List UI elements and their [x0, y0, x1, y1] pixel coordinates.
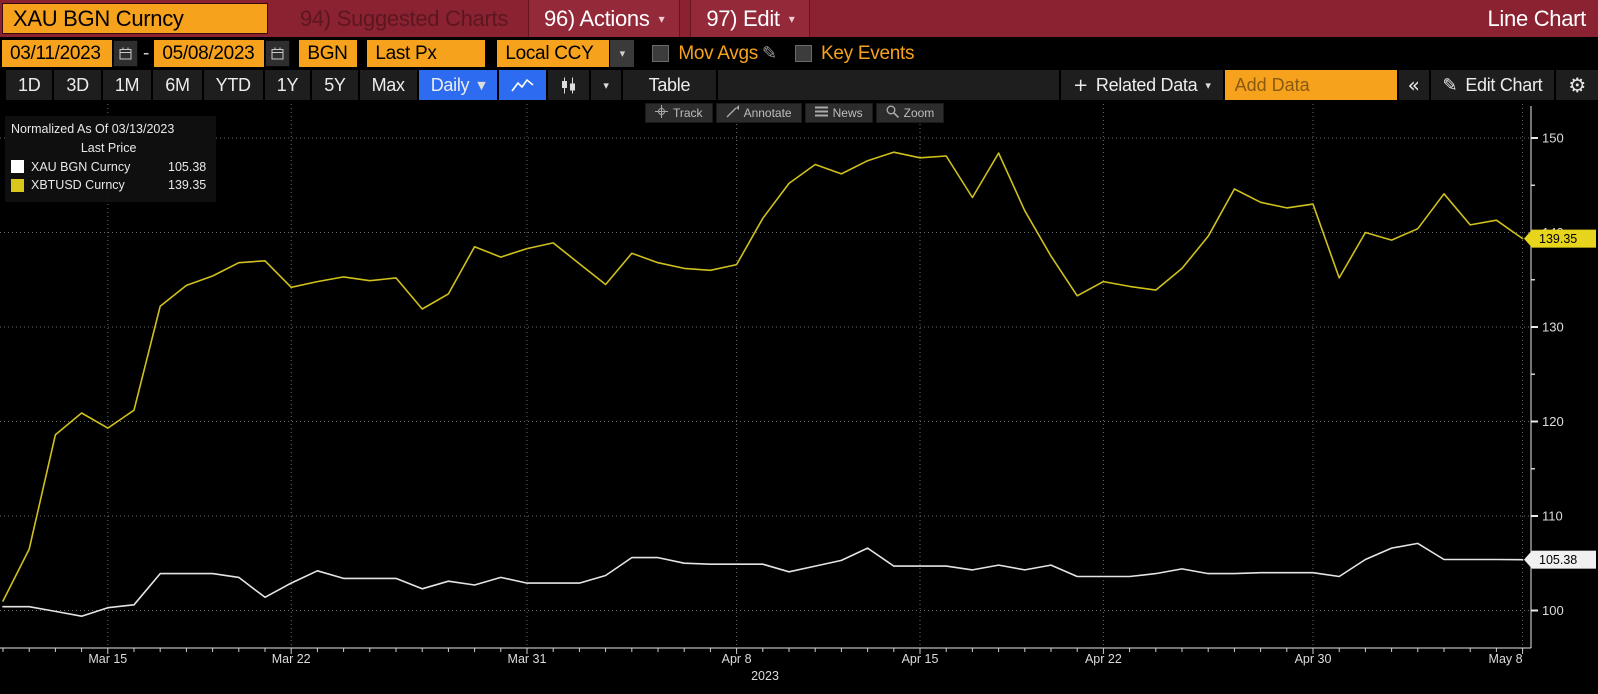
x-axis-tick-label: Apr 30	[1295, 652, 1332, 666]
calendar-icon[interactable]	[113, 40, 138, 67]
series-last-price: 139.35	[168, 178, 207, 193]
annotate-tool-button[interactable]: Annotate	[715, 103, 802, 123]
last-price-badge	[1532, 550, 1596, 569]
period-button-1d[interactable]: 1D	[6, 70, 53, 100]
chevron-down-icon: ▾	[658, 11, 665, 26]
chevron-down-icon: ▼	[477, 78, 486, 92]
edit-chart-label: Edit Chart	[1465, 74, 1543, 95]
table-button[interactable]: Table	[622, 70, 717, 100]
x-axis-tick-label: Mar 22	[272, 652, 311, 666]
price-line-xau	[2, 542, 1524, 618]
pencil-icon[interactable]: ✎	[761, 43, 778, 64]
series-name: XBTUSD Curncy	[31, 178, 125, 193]
news-tool-button[interactable]: News	[804, 103, 873, 123]
chart-tools-bar: Track Annotate News Zoom	[645, 103, 945, 123]
frequency-dropdown[interactable]: Daily ▼	[418, 70, 498, 100]
chevron-down-icon: ▾	[1205, 78, 1211, 92]
x-axis-tick-label: Mar 15	[88, 652, 127, 666]
last-price-badge	[1532, 229, 1596, 248]
date-from-field[interactable]: 03/11/2023	[2, 40, 112, 67]
series-last-price: 105.38	[168, 159, 207, 174]
legend-item: XBTUSD Curncy 139.35	[11, 176, 206, 195]
chart-type-dropdown[interactable]: ▾	[591, 70, 621, 100]
related-data-button[interactable]: + Related Data ▾	[1061, 70, 1223, 100]
price-field-selector[interactable]: Last Px	[367, 40, 486, 67]
x-axis-tick-label: May 8	[1489, 652, 1523, 666]
last-price-badge-notch	[1524, 229, 1532, 248]
last-price-badge-notch	[1524, 550, 1532, 569]
key-events-checkbox[interactable]	[795, 45, 813, 62]
edit-chart-button[interactable]: ✎ Edit Chart	[1430, 70, 1555, 100]
zoom-icon	[886, 105, 899, 121]
x-axis-tick-label: Apr 22	[1085, 652, 1122, 666]
series-color-swatch	[11, 160, 24, 174]
key-events-label: Key Events	[821, 42, 915, 64]
period-button-6m[interactable]: 6M	[153, 70, 202, 100]
last-price-badge-value: 139.35	[1539, 232, 1577, 246]
security-ticker-field[interactable]: XAU BGN Curncy	[2, 3, 268, 34]
line-chart-type-button[interactable]	[499, 70, 547, 100]
related-data-label: Related Data	[1095, 74, 1198, 95]
y-axis-tick-label: 130	[1542, 320, 1564, 335]
y-axis-tick-label: 100	[1542, 603, 1564, 618]
series-color-swatch	[11, 179, 24, 193]
chart-area[interactable]: Mar 15 Mar 22 Mar 31 Apr 8 Apr 15 Apr 22 Apr 3…	[0, 100, 1598, 694]
track-icon	[655, 105, 668, 121]
edit-menu-label: 97) Edit	[706, 5, 780, 31]
actions-menu-label: 96) Actions	[544, 5, 650, 31]
normalized-note: Normalized As Of 03/13/2023	[11, 122, 175, 136]
currency-selector[interactable]: Local CCY	[497, 40, 610, 67]
period-button-5y[interactable]: 5Y	[312, 70, 358, 100]
line-chart-icon	[511, 78, 534, 91]
mov-avgs-checkbox[interactable]	[652, 45, 670, 62]
collapse-panel-button[interactable]: «	[1398, 70, 1429, 100]
track-tool-button[interactable]: Track	[645, 103, 713, 123]
period-buttons: 1D 3D 1M 6M YTD 1Y 5Y Max	[6, 70, 417, 100]
period-button-3d[interactable]: 3D	[54, 70, 101, 100]
candle-chart-type-button[interactable]	[548, 70, 590, 100]
candlestick-icon	[562, 77, 576, 93]
date-range-dash: -	[143, 42, 150, 64]
edit-menu[interactable]: 97) Edit ▾	[690, 0, 811, 37]
legend-item: XAU BGN Curncy 105.38	[11, 158, 206, 177]
chart-kind-title: Line Chart	[1487, 5, 1586, 31]
x-axis-tick-label: Apr 8	[722, 652, 752, 666]
currency-dropdown-button[interactable]: ▾	[610, 40, 635, 67]
toolbar-spacer	[718, 70, 1060, 100]
suggested-charts-menu[interactable]: 94) Suggested Charts	[300, 5, 509, 31]
series-name: XAU BGN Curncy	[31, 159, 131, 174]
last-price-badge-value: 105.38	[1539, 553, 1577, 567]
date-to-field[interactable]: 05/08/2023	[154, 40, 265, 67]
period-button-ytd[interactable]: YTD	[203, 70, 263, 100]
x-axis-tick-label: Mar 31	[508, 652, 547, 666]
price-chart[interactable]: Mar 15 Mar 22 Mar 31 Apr 8 Apr 15 Apr 22 Apr 3…	[0, 100, 1598, 694]
gear-icon[interactable]: ⚙	[1556, 70, 1598, 100]
period-button-1y[interactable]: 1Y	[264, 70, 311, 100]
y-axis-tick-label: 120	[1542, 414, 1564, 429]
zoom-tool-button[interactable]: Zoom	[875, 103, 945, 123]
year-label: 2023	[751, 669, 779, 683]
pricing-source-field[interactable]: BGN	[299, 40, 358, 67]
calendar-icon[interactable]	[265, 40, 291, 67]
y-axis-tick-label: 110	[1542, 509, 1563, 524]
news-icon	[814, 106, 828, 120]
price-line-xbtusd	[2, 151, 1524, 602]
x-axis-tick-label: Apr 15	[902, 652, 939, 666]
frequency-label: Daily	[430, 74, 470, 95]
title-bar: XAU BGN Curncy 94) Suggested Charts 96) …	[0, 0, 1598, 37]
annotate-icon	[726, 105, 739, 121]
chart-toolbar: 1D 3D 1M 6M YTD 1Y 5Y Max Daily ▼ ▾ Table + Rel…	[0, 70, 1598, 100]
legend-header: Last Price	[80, 140, 137, 155]
plus-icon: +	[1073, 74, 1088, 96]
add-data-input[interactable]	[1224, 70, 1397, 100]
pencil-icon: ✎	[1442, 74, 1458, 96]
chart-legend: Normalized As Of 03/13/2023 Last Price X…	[5, 116, 217, 202]
period-button-1m[interactable]: 1M	[102, 70, 152, 100]
actions-menu[interactable]: 96) Actions ▾	[528, 0, 681, 37]
field-bar: 03/11/2023 - 05/08/2023 BGN Last Px Loca…	[0, 37, 1598, 70]
mov-avgs-label: Mov Avgs	[678, 42, 758, 64]
chevron-down-icon: ▾	[788, 11, 795, 26]
period-button-max[interactable]: Max	[359, 70, 417, 100]
y-axis-tick-label: 150	[1542, 131, 1564, 146]
